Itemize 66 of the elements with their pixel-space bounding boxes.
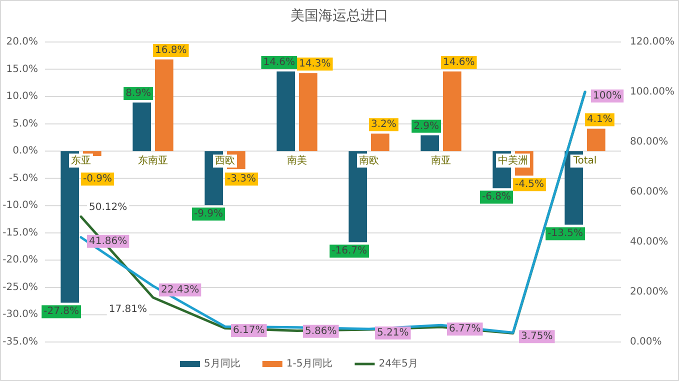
data-label: 6.77% bbox=[449, 324, 481, 335]
data-label: 14.3% bbox=[299, 58, 331, 70]
data-label: 22.43% bbox=[161, 284, 200, 296]
data-label: 100% bbox=[593, 90, 622, 102]
data-label: 14.6% bbox=[443, 56, 475, 68]
legend-label: 1-5月同比 bbox=[286, 358, 333, 370]
data-label: -3.3% bbox=[227, 174, 256, 185]
data-label: 17.81% bbox=[108, 304, 147, 315]
y-tick-label: 20.0% bbox=[6, 36, 38, 48]
y2-tick-label: 60.00% bbox=[630, 186, 668, 198]
data-label: -4.5% bbox=[515, 179, 544, 190]
y-tick-label: -5.0% bbox=[8, 172, 38, 184]
data-label: -16.7% bbox=[332, 246, 367, 257]
legend-label: 24年5月 bbox=[378, 358, 418, 370]
y-tick-label: -10.0% bbox=[2, 200, 38, 212]
data-label: 16.8% bbox=[155, 44, 187, 56]
bar bbox=[371, 134, 390, 152]
x-tick-label: 西欧 bbox=[215, 156, 235, 167]
x-tick-label: 中美洲 bbox=[498, 154, 528, 167]
data-label: 2.9% bbox=[414, 120, 439, 132]
y2-tick-label: 0.00% bbox=[630, 336, 662, 348]
data-label: 41.86% bbox=[89, 236, 128, 247]
bar bbox=[587, 128, 606, 152]
data-label: 4.1% bbox=[587, 114, 612, 126]
y-tick-label: -35.0% bbox=[2, 336, 38, 348]
y-tick-label: -20.0% bbox=[2, 254, 38, 266]
bar bbox=[132, 102, 151, 152]
chart-title: 美国海运总进口 bbox=[290, 8, 388, 24]
data-label: 3.75% bbox=[521, 331, 553, 342]
bar bbox=[348, 151, 367, 242]
y2-tick-label: 120.00% bbox=[630, 36, 674, 48]
y2-tick-label: 40.00% bbox=[630, 236, 668, 248]
x-tick-label: 东南亚 bbox=[138, 154, 168, 167]
data-label: 8.9% bbox=[126, 88, 151, 100]
bar bbox=[155, 59, 174, 152]
bar bbox=[443, 71, 462, 152]
y2-tick-label: 20.00% bbox=[630, 286, 668, 298]
data-label: -27.8% bbox=[44, 306, 79, 318]
y2-tick-label: 80.00% bbox=[630, 136, 668, 148]
bar bbox=[420, 135, 439, 152]
data-label: -0.9% bbox=[83, 174, 112, 185]
y-tick-label: -15.0% bbox=[2, 227, 38, 238]
data-label: 5.86% bbox=[305, 326, 337, 337]
x-tick-label: Total bbox=[572, 156, 597, 167]
y2-tick-label: 100.00% bbox=[630, 86, 674, 98]
data-label: -6.8% bbox=[482, 192, 511, 203]
data-label: 6.17% bbox=[233, 325, 265, 336]
legend-label: 5月同比 bbox=[204, 358, 240, 370]
y-tick-label: 0.0% bbox=[12, 146, 38, 157]
x-tick-label: 南美 bbox=[287, 154, 307, 167]
data-label: 14.6% bbox=[263, 56, 295, 68]
x-tick-label: 南亚 bbox=[431, 154, 451, 167]
bar bbox=[276, 71, 295, 152]
y-tick-label: 15.0% bbox=[6, 64, 38, 75]
data-label: -9.9% bbox=[194, 208, 223, 220]
data-label: 50.12% bbox=[89, 202, 128, 214]
data-label: -13.5% bbox=[548, 228, 583, 240]
y-tick-label: 5.0% bbox=[12, 118, 38, 130]
data-label: 3.2% bbox=[371, 119, 396, 130]
y-tick-label: -25.0% bbox=[2, 282, 38, 293]
bar bbox=[299, 73, 318, 152]
data-label: 5.21% bbox=[377, 327, 409, 338]
y-tick-label: -30.0% bbox=[2, 309, 38, 320]
x-tick-label: 南欧 bbox=[359, 154, 379, 167]
x-tick-label: 东亚 bbox=[71, 154, 91, 167]
y-tick-label: 10.0% bbox=[6, 91, 38, 102]
